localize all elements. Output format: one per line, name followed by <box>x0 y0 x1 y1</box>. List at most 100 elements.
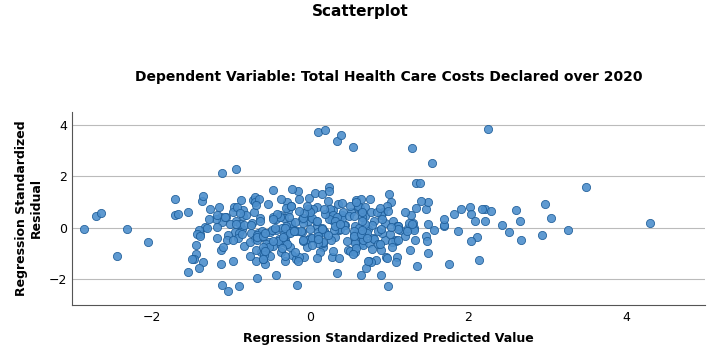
Point <box>267 216 279 222</box>
Point <box>305 226 316 232</box>
Point <box>510 207 522 213</box>
Point <box>294 196 305 202</box>
Point <box>267 238 279 244</box>
Point <box>356 214 368 220</box>
Point <box>327 248 338 254</box>
Point <box>348 239 360 244</box>
Point <box>390 238 402 244</box>
Point <box>367 235 379 241</box>
Point <box>251 234 263 239</box>
Point <box>292 258 303 264</box>
Point <box>289 228 300 234</box>
Point <box>368 218 379 224</box>
Point <box>364 197 376 202</box>
Point <box>212 212 223 218</box>
Point <box>312 237 323 242</box>
Point <box>251 258 262 264</box>
Point <box>249 199 261 204</box>
Point <box>236 231 248 237</box>
Point <box>264 239 275 245</box>
Point <box>536 233 548 238</box>
Point <box>285 203 297 208</box>
Point <box>267 187 279 193</box>
Point <box>408 228 420 233</box>
Point <box>316 225 328 231</box>
Point <box>297 238 309 243</box>
Point <box>274 214 286 220</box>
Point <box>348 144 359 149</box>
Point <box>216 215 228 220</box>
Point <box>332 139 343 144</box>
X-axis label: Regression Standardized Predicted Value: Regression Standardized Predicted Value <box>243 332 534 345</box>
Point <box>319 211 330 217</box>
Point <box>301 244 312 250</box>
Point <box>352 205 364 211</box>
Point <box>228 204 239 210</box>
Point <box>291 228 302 234</box>
Point <box>337 209 348 215</box>
Point <box>359 221 371 226</box>
Point <box>386 239 397 245</box>
Point <box>332 201 343 207</box>
Point <box>246 222 257 228</box>
Point <box>356 227 368 233</box>
Point <box>344 203 356 209</box>
Point <box>276 225 287 231</box>
Point <box>333 227 345 233</box>
Point <box>426 161 438 166</box>
Point <box>267 214 279 220</box>
Point <box>394 227 405 233</box>
Point <box>357 237 369 243</box>
Point <box>257 244 269 250</box>
Point <box>383 191 395 197</box>
Point <box>400 210 411 215</box>
Point <box>312 233 324 238</box>
Point <box>260 241 271 247</box>
Point <box>194 233 205 238</box>
Point <box>222 232 234 238</box>
Point <box>230 221 241 226</box>
Point <box>312 130 323 135</box>
Point <box>356 209 368 215</box>
Point <box>230 229 241 235</box>
Point <box>121 226 132 232</box>
Point <box>338 222 349 228</box>
Point <box>376 212 387 217</box>
Point <box>384 231 395 237</box>
Point <box>392 223 404 229</box>
Point <box>496 222 508 228</box>
Point <box>297 215 308 221</box>
Point <box>305 235 316 241</box>
Point <box>251 202 262 208</box>
Point <box>296 229 307 234</box>
Point <box>304 209 315 215</box>
Point <box>255 249 266 255</box>
Point <box>215 261 227 267</box>
Point <box>230 166 242 172</box>
Point <box>172 211 184 216</box>
Point <box>318 239 329 245</box>
Point <box>379 220 391 226</box>
Point <box>78 226 90 232</box>
Point <box>285 203 297 208</box>
Point <box>281 231 292 237</box>
Point <box>356 233 367 239</box>
Point <box>329 235 341 240</box>
Point <box>422 250 433 256</box>
Point <box>228 258 239 264</box>
Point <box>354 225 365 231</box>
Point <box>298 254 310 260</box>
Point <box>366 222 378 228</box>
Point <box>410 180 422 186</box>
Point <box>354 206 366 211</box>
Point <box>515 218 526 224</box>
Point <box>298 210 310 216</box>
Point <box>358 242 369 248</box>
Point <box>91 213 102 219</box>
Point <box>318 206 330 212</box>
Point <box>335 226 346 232</box>
Point <box>317 226 328 232</box>
Point <box>382 203 393 209</box>
Point <box>407 220 418 226</box>
Point <box>235 210 246 216</box>
